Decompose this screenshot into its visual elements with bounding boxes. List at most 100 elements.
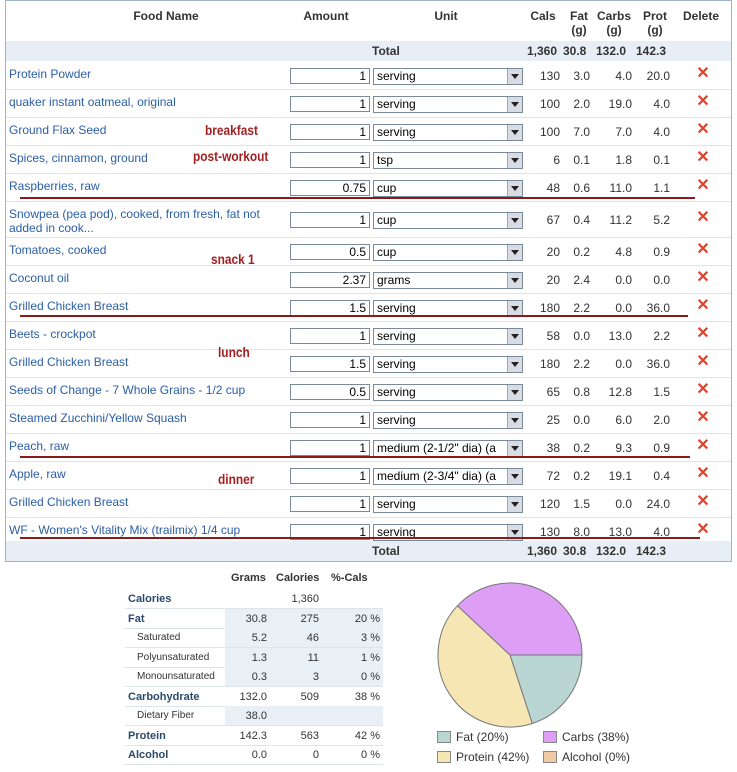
food-name-link[interactable]: Steamed Zucchini/Yellow Squash bbox=[9, 411, 187, 425]
total-label: Total bbox=[372, 44, 400, 58]
chevron-down-icon[interactable] bbox=[507, 213, 522, 228]
chevron-down-icon[interactable] bbox=[507, 441, 522, 456]
cals-value: 65 bbox=[546, 385, 560, 399]
food-name-link[interactable]: Snowpea (pea pod), cooked, from fresh, f… bbox=[9, 207, 260, 235]
amount-input[interactable]: 1 bbox=[290, 440, 370, 456]
chevron-down-icon[interactable] bbox=[507, 357, 522, 372]
unit-select[interactable]: tsp bbox=[373, 152, 523, 169]
delete-icon[interactable]: ✕ bbox=[696, 409, 710, 426]
nutrient-grams: 30.8 bbox=[245, 612, 267, 625]
delete-icon[interactable]: ✕ bbox=[696, 121, 710, 138]
unit-select[interactable]: serving bbox=[373, 328, 523, 345]
unit-select[interactable]: serving bbox=[373, 68, 523, 85]
chevron-down-icon[interactable] bbox=[507, 301, 522, 316]
annotation-post-workout: post-workout bbox=[193, 148, 269, 164]
food-name-link[interactable]: Peach, raw bbox=[9, 439, 70, 453]
amount-input[interactable]: 0.75 bbox=[290, 180, 370, 196]
chevron-down-icon[interactable] bbox=[507, 497, 522, 512]
delete-icon[interactable]: ✕ bbox=[696, 241, 710, 258]
food-name-link[interactable]: Ground Flax Seed bbox=[9, 123, 107, 137]
nutrient-grams: 0.3 bbox=[251, 671, 267, 683]
food-name-link[interactable]: Beets - crockpot bbox=[9, 327, 96, 341]
food-name-link[interactable]: Apple, raw bbox=[9, 467, 66, 481]
unit-select[interactable]: serving bbox=[373, 96, 523, 113]
unit-select[interactable]: cup bbox=[373, 244, 523, 261]
carbs-value: 7.0 bbox=[615, 125, 632, 139]
amount-input[interactable]: 1 bbox=[290, 96, 370, 112]
amount-input[interactable]: 1 bbox=[290, 152, 370, 168]
amount-input[interactable]: 1 bbox=[290, 68, 370, 84]
food-name-link[interactable]: Grilled Chicken Breast bbox=[9, 495, 129, 509]
prot-value: 36.0 bbox=[646, 301, 670, 315]
chevron-down-icon[interactable] bbox=[507, 153, 522, 168]
amount-input[interactable]: 1 bbox=[290, 496, 370, 512]
delete-icon[interactable]: ✕ bbox=[696, 465, 710, 482]
carbs-value: 0.0 bbox=[615, 497, 632, 511]
amount-input[interactable]: 1 bbox=[290, 124, 370, 140]
delete-icon[interactable]: ✕ bbox=[696, 65, 710, 82]
food-name-link[interactable]: Grilled Chicken Breast bbox=[9, 299, 129, 313]
unit-select[interactable]: cup bbox=[373, 212, 523, 229]
food-log-table: Food Name Amount Unit Cals Fat (g) Carbs… bbox=[5, 0, 732, 562]
delete-icon[interactable]: ✕ bbox=[696, 437, 710, 454]
chevron-down-icon[interactable] bbox=[507, 69, 522, 84]
food-name-link[interactable]: Raspberries, raw bbox=[9, 179, 100, 193]
delete-icon[interactable]: ✕ bbox=[696, 269, 710, 286]
amount-input[interactable]: 2.37 bbox=[290, 272, 370, 288]
header-cals: Cals bbox=[530, 9, 556, 23]
chevron-down-icon[interactable] bbox=[507, 97, 522, 112]
amount-input[interactable]: 1.5 bbox=[290, 300, 370, 316]
amount-input[interactable]: 1 bbox=[290, 468, 370, 484]
chevron-down-icon[interactable] bbox=[507, 245, 522, 260]
chevron-down-icon[interactable] bbox=[507, 329, 522, 344]
food-name-link[interactable]: WF - Women's Vitality Mix (trailmix) 1/4… bbox=[9, 523, 241, 537]
legend-swatch-carbs bbox=[543, 731, 557, 743]
cals-value: 20 bbox=[546, 273, 560, 287]
amount-input[interactable]: 1 bbox=[290, 524, 370, 540]
unit-select[interactable]: serving bbox=[373, 496, 523, 513]
fat-value: 2.4 bbox=[573, 273, 590, 287]
amount-input[interactable]: 1 bbox=[290, 328, 370, 344]
unit-select-value: tsp bbox=[377, 153, 394, 167]
amount-input[interactable]: 0.5 bbox=[290, 384, 370, 400]
delete-icon[interactable]: ✕ bbox=[696, 493, 710, 510]
unit-select[interactable]: serving bbox=[373, 356, 523, 373]
delete-icon[interactable]: ✕ bbox=[696, 521, 710, 538]
unit-select[interactable]: serving bbox=[373, 524, 523, 541]
food-name-link[interactable]: Spices, cinnamon, ground bbox=[9, 151, 148, 165]
amount-input[interactable]: 1.5 bbox=[290, 356, 370, 372]
delete-icon[interactable]: ✕ bbox=[696, 177, 710, 194]
amount-input[interactable]: 0.5 bbox=[290, 244, 370, 260]
delete-icon[interactable]: ✕ bbox=[696, 325, 710, 342]
food-name-link[interactable]: Grilled Chicken Breast bbox=[9, 355, 129, 369]
amount-input[interactable]: 1 bbox=[290, 412, 370, 428]
delete-icon[interactable]: ✕ bbox=[696, 149, 710, 166]
unit-select[interactable]: medium (2-3/4" dia) (a bbox=[373, 468, 523, 485]
unit-select[interactable]: grams bbox=[373, 272, 523, 289]
food-name-link[interactable]: Protein Powder bbox=[9, 67, 92, 81]
delete-icon[interactable]: ✕ bbox=[696, 93, 710, 110]
amount-input[interactable]: 1 bbox=[290, 212, 370, 228]
delete-icon[interactable]: ✕ bbox=[696, 297, 710, 314]
food-name-link[interactable]: Seeds of Change - 7 Whole Grains - 1/2 c… bbox=[9, 383, 246, 397]
chevron-down-icon[interactable] bbox=[507, 413, 522, 428]
food-name-link[interactable]: Tomatoes, cooked bbox=[9, 243, 107, 257]
food-name-link[interactable]: Coconut oil bbox=[9, 271, 70, 285]
delete-icon[interactable]: ✕ bbox=[696, 381, 710, 398]
chevron-down-icon[interactable] bbox=[507, 273, 522, 288]
chevron-down-icon[interactable] bbox=[507, 469, 522, 484]
delete-icon[interactable]: ✕ bbox=[696, 353, 710, 370]
unit-select[interactable]: cup bbox=[373, 180, 523, 197]
unit-select[interactable]: medium (2-1/2" dia) (a bbox=[373, 440, 523, 457]
unit-select[interactable]: serving bbox=[373, 384, 523, 401]
chevron-down-icon[interactable] bbox=[507, 385, 522, 400]
unit-select[interactable]: serving bbox=[373, 124, 523, 141]
food-name-link[interactable]: quaker instant oatmeal, original bbox=[9, 95, 176, 109]
row-shade bbox=[225, 628, 383, 647]
total-fat: 30.8 bbox=[563, 44, 587, 58]
chevron-down-icon[interactable] bbox=[507, 125, 522, 140]
chevron-down-icon[interactable] bbox=[507, 181, 522, 196]
unit-select[interactable]: serving bbox=[373, 412, 523, 429]
chevron-down-icon[interactable] bbox=[507, 525, 522, 540]
delete-icon[interactable]: ✕ bbox=[696, 209, 710, 226]
